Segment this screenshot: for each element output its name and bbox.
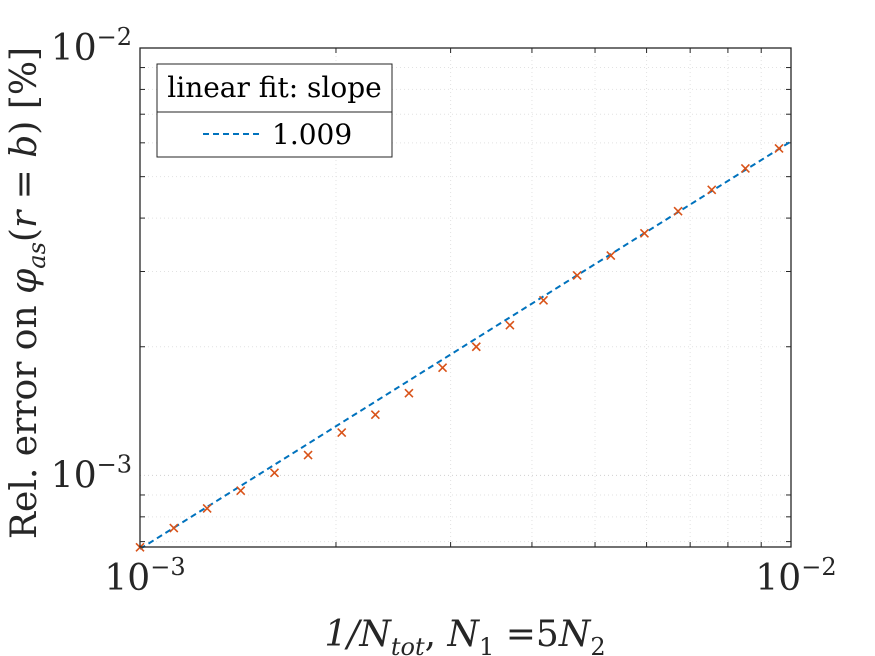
data-point-marker bbox=[202, 503, 212, 514]
data-point-marker bbox=[169, 523, 179, 533]
data-point-marker bbox=[774, 143, 784, 154]
data-point-marker bbox=[606, 251, 616, 261]
y-tick-label: 10−3 bbox=[51, 450, 132, 496]
data-point-marker bbox=[471, 342, 481, 352]
x-tick-label: 10−2 bbox=[755, 553, 836, 599]
minor-ticks bbox=[140, 48, 791, 547]
data-point-marker bbox=[438, 363, 448, 373]
y-tick-label: 10−2 bbox=[51, 23, 132, 69]
data-point-marker bbox=[370, 410, 380, 420]
tick-labels: 10−3 10−2 10−3 10−2 bbox=[51, 23, 837, 599]
legend-box bbox=[156, 63, 393, 158]
x-axis-label: 1/Ntot, N1 =5N2 bbox=[324, 614, 605, 656]
legend: linear fit: slope 1.009 bbox=[156, 63, 393, 158]
data-point-marker bbox=[269, 468, 280, 478]
data-point-marker bbox=[707, 185, 717, 195]
data-point-marker bbox=[505, 320, 515, 330]
data-point-marker bbox=[236, 486, 246, 496]
legend-title: linear fit: slope bbox=[167, 71, 381, 104]
data-point-marker bbox=[639, 228, 650, 238]
data-point-marker bbox=[572, 270, 582, 280]
data-point-marker bbox=[303, 450, 313, 460]
fit-line-layer bbox=[139, 140, 792, 550]
data-point-marker bbox=[404, 388, 414, 398]
data-point-marker bbox=[740, 163, 750, 174]
x-tick-label: 10−3 bbox=[104, 553, 185, 599]
axes-box bbox=[139, 47, 792, 548]
legend-entry-label: 1.009 bbox=[272, 118, 352, 151]
fit-line bbox=[139, 140, 792, 550]
data-point-marker bbox=[673, 206, 683, 216]
data-point-marker bbox=[337, 427, 347, 438]
y-axis-label: Rel. error on φas(r = b) [%] bbox=[4, 47, 51, 539]
data-point-marker bbox=[538, 295, 549, 305]
